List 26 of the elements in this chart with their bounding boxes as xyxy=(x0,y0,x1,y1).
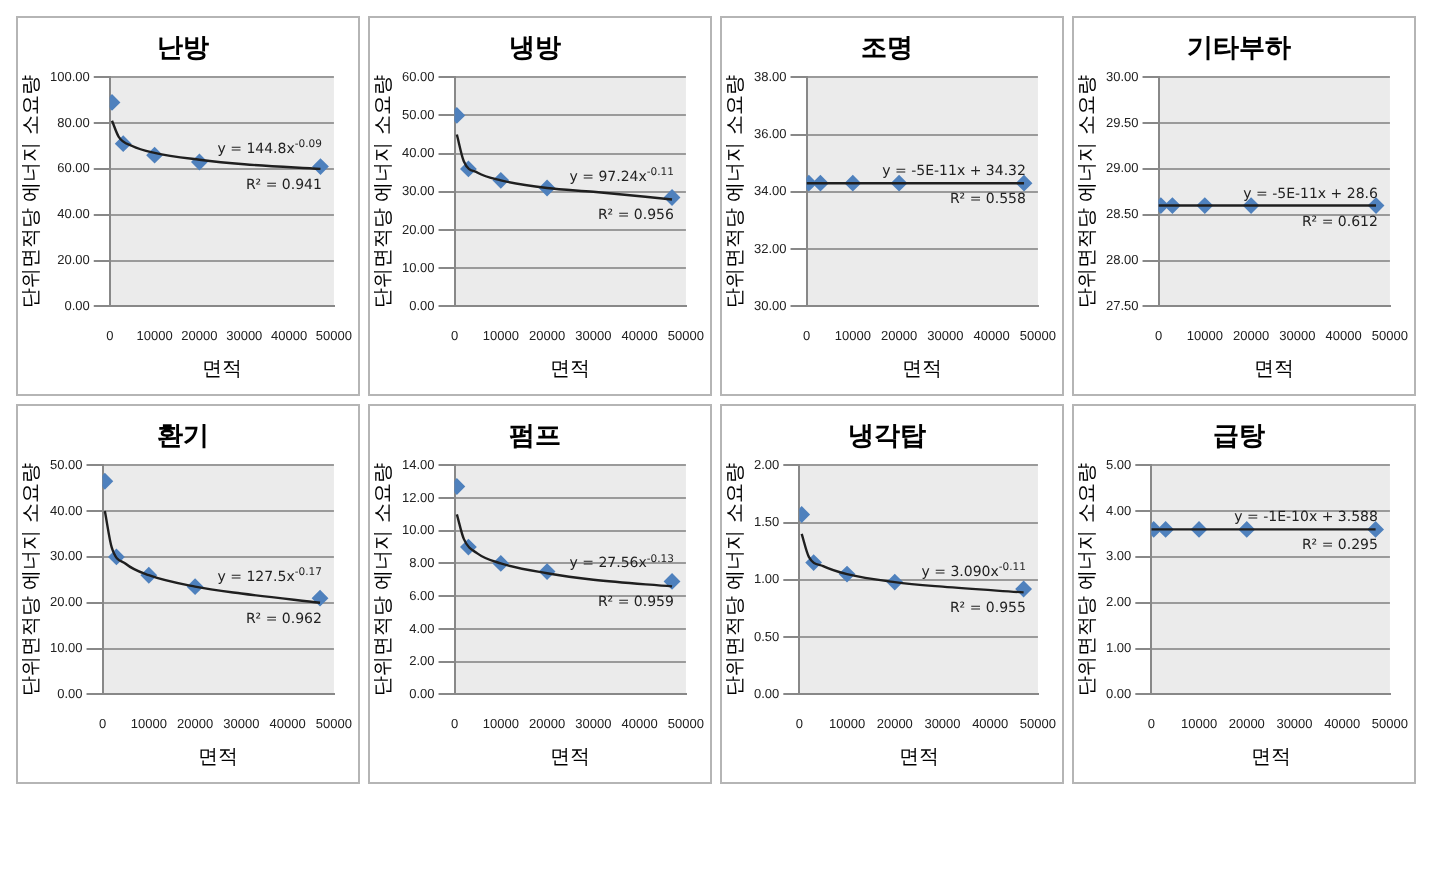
chart-title: 냉각탑 xyxy=(848,422,926,453)
x-axis-title: 면적 xyxy=(201,359,242,382)
chart-title: 기타부하 xyxy=(1187,34,1291,65)
y-axis-title: 단위면적당 에너지 소요량 xyxy=(373,75,396,309)
x-axis-title: 면적 xyxy=(550,359,591,382)
y-axis-title: 단위면적당 에너지 소요량 xyxy=(1077,463,1100,697)
y-axis-title: 단위면적당 에너지 소요량 xyxy=(373,463,396,697)
x-axis-title: 면적 xyxy=(550,747,591,770)
chart-title: 냉방 xyxy=(509,34,561,65)
x-axis-title: 면적 xyxy=(198,747,239,770)
y-axis-title: 단위면적당 에너지 소요량 xyxy=(21,75,44,309)
y-axis-title: 단위면적당 에너지 소요량 xyxy=(1077,75,1100,309)
y-axis-title: 단위면적당 에너지 소요량 xyxy=(725,75,748,309)
chart-title: 난방 xyxy=(157,34,209,65)
y-axis-title: 단위면적당 에너지 소요량 xyxy=(21,463,44,697)
x-axis-title: 면적 xyxy=(1254,359,1295,382)
chart-title: 급탕 xyxy=(1213,422,1265,453)
x-axis-title: 면적 xyxy=(1250,747,1291,770)
y-axis-title: 단위면적당 에너지 소요량 xyxy=(725,463,748,697)
x-axis-title: 면적 xyxy=(902,359,943,382)
point xyxy=(664,573,681,590)
chart-title: 환기 xyxy=(157,422,209,453)
chart-title: 펌프 xyxy=(509,422,561,453)
chart-title: 조명 xyxy=(861,34,913,65)
x-axis-title: 면적 xyxy=(898,747,939,770)
point xyxy=(312,590,329,607)
